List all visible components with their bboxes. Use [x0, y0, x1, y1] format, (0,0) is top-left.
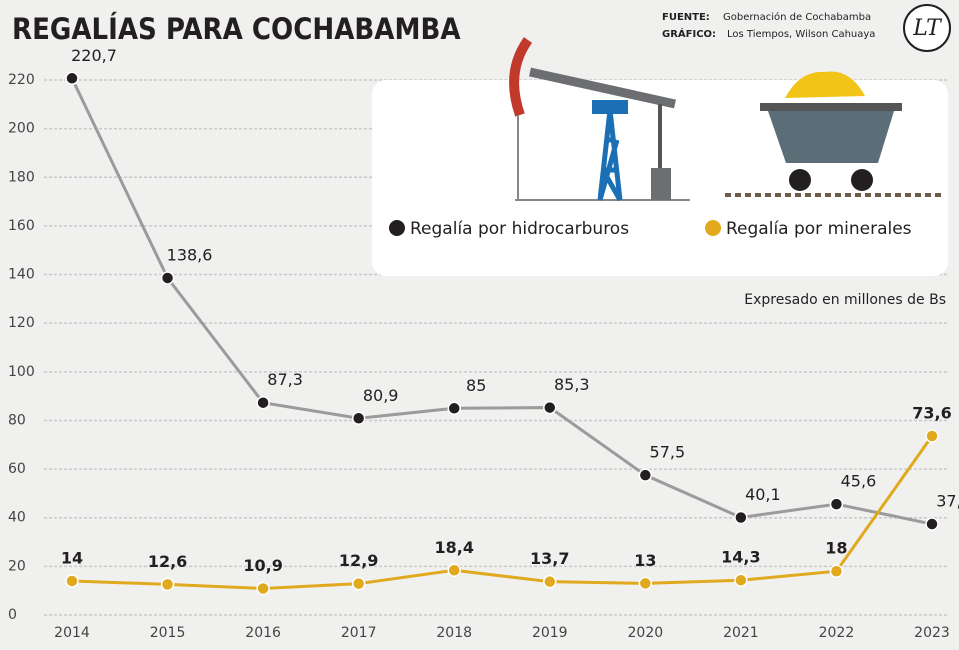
value-label: 10,9: [243, 556, 282, 575]
x-tick-label: 2021: [723, 625, 759, 641]
point: [830, 565, 842, 577]
point: [639, 577, 651, 589]
y-tick-label: 140: [8, 267, 35, 283]
value-label: 37,4: [936, 492, 959, 511]
value-label: 220,7: [71, 46, 117, 65]
legend-marker: [705, 220, 721, 236]
x-tick-label: 2023: [914, 625, 950, 641]
x-tick-label: 2017: [341, 625, 377, 641]
credit-label: GRÁFICO:: [662, 27, 716, 40]
credit: Los Tiempos, Wilson Cahuaya: [727, 29, 875, 40]
value-label: 12,9: [339, 551, 378, 570]
value-label: 87,3: [267, 370, 303, 389]
y-tick-label: 80: [8, 412, 26, 428]
y-tick-label: 40: [8, 510, 26, 526]
y-tick-label: 220: [8, 72, 35, 88]
x-tick-label: 2015: [150, 625, 186, 641]
value-label: 18: [825, 539, 847, 558]
y-tick-label: 20: [8, 558, 26, 574]
y-tick-label: 100: [8, 364, 35, 380]
y-tick-label: 180: [8, 169, 35, 185]
y-tick-label: 60: [8, 461, 26, 477]
point: [353, 578, 365, 590]
value-label: 138,6: [167, 245, 213, 264]
source: Gobernación de Cochabamba: [723, 11, 871, 23]
x-tick-label: 2019: [532, 625, 568, 641]
value-label: 13: [634, 551, 656, 570]
chart-title: REGALÍAS PARA COCHABAMBA: [12, 12, 461, 46]
value-label: 18,4: [434, 538, 473, 557]
logo: LT: [912, 16, 943, 41]
y-tick-label: 0: [8, 607, 17, 623]
value-label: 45,6: [841, 472, 877, 491]
value-label: 12,6: [148, 552, 187, 571]
value-label: 57,5: [650, 443, 686, 462]
legend-label: Regalía por minerales: [726, 219, 912, 239]
point: [257, 582, 269, 594]
point: [735, 511, 747, 523]
source-label: FUENTE:: [662, 12, 710, 23]
x-tick-label: 2022: [819, 625, 855, 641]
value-label: 85,3: [554, 375, 590, 394]
value-label: 14,3: [721, 548, 760, 567]
point: [544, 576, 556, 588]
point: [257, 397, 269, 409]
value-label: 73,6: [912, 404, 951, 423]
point: [162, 578, 174, 590]
point: [66, 575, 78, 587]
value-label: 40,1: [745, 485, 781, 504]
x-tick-label: 2016: [245, 625, 281, 641]
value-label: 85: [466, 376, 486, 395]
point: [448, 402, 460, 414]
x-tick-label: 2020: [628, 625, 664, 641]
x-tick-label: 2014: [54, 625, 90, 641]
value-label: 13,7: [530, 549, 569, 568]
legend-label: Regalía por hidrocarburos: [410, 219, 629, 239]
note: Expresado en millones de Bs: [744, 292, 946, 308]
point: [639, 469, 651, 481]
point: [735, 574, 747, 586]
point: [353, 412, 365, 424]
y-tick-label: 120: [8, 315, 35, 331]
chart: REGALÍAS PARA COCHABAMBA FUENTE: Goberna…: [0, 0, 959, 650]
x-tick-label: 2018: [436, 625, 472, 641]
value-label: 14: [61, 548, 83, 567]
point: [926, 518, 938, 530]
value-label: 80,9: [363, 386, 399, 405]
point: [448, 564, 460, 576]
y-tick-label: 200: [8, 121, 35, 137]
point: [544, 402, 556, 414]
point: [66, 72, 78, 84]
legend-marker: [389, 220, 405, 236]
point: [830, 498, 842, 510]
point: [926, 430, 938, 442]
point: [162, 272, 174, 284]
y-tick-label: 160: [8, 218, 35, 234]
